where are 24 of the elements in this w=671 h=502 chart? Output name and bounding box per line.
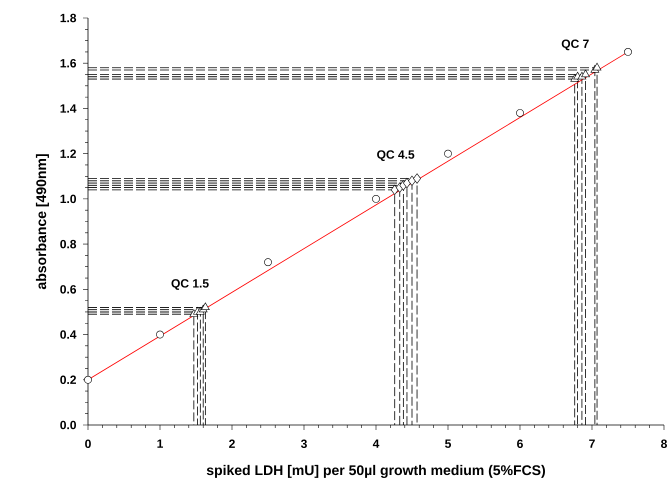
- y-tick-label: 0.2: [60, 376, 76, 384]
- x-tick-label: 2: [229, 440, 235, 448]
- y-tick-label: 1.8: [60, 14, 76, 22]
- y-tick-label: 0.4: [60, 330, 76, 339]
- annotation: QC 7: [562, 39, 589, 50]
- y-axis-title: absorbance [490nm]: [36, 154, 49, 290]
- x-tick-label: 1: [157, 440, 164, 448]
- y-tick-label: 1.4: [60, 104, 76, 113]
- x-tick-label: 7: [589, 440, 595, 448]
- y-tick-label: 0.0: [60, 420, 76, 430]
- x-tick-label: 3: [300, 440, 307, 448]
- x-tick-label: 5: [445, 440, 452, 448]
- x-tick-label: 4: [372, 440, 380, 448]
- y-tick-label: 0.6: [60, 285, 76, 294]
- y-tick-label: 1.2: [60, 149, 76, 158]
- x-tick-label: 8: [661, 440, 667, 448]
- x-axis-title: spiked LDH [mU] per 50µl growth medium (5%FCS): [206, 464, 545, 478]
- x-tick-label: 0: [85, 440, 91, 448]
- y-tick-label: 1.6: [60, 58, 76, 68]
- x-tick-label: 6: [517, 440, 523, 448]
- annotation: QC 1.5: [172, 279, 209, 290]
- y-tick-label: 0.8: [60, 240, 76, 248]
- y-tick-label: 1.0: [60, 194, 76, 204]
- annotation: QC 4.5: [377, 150, 414, 162]
